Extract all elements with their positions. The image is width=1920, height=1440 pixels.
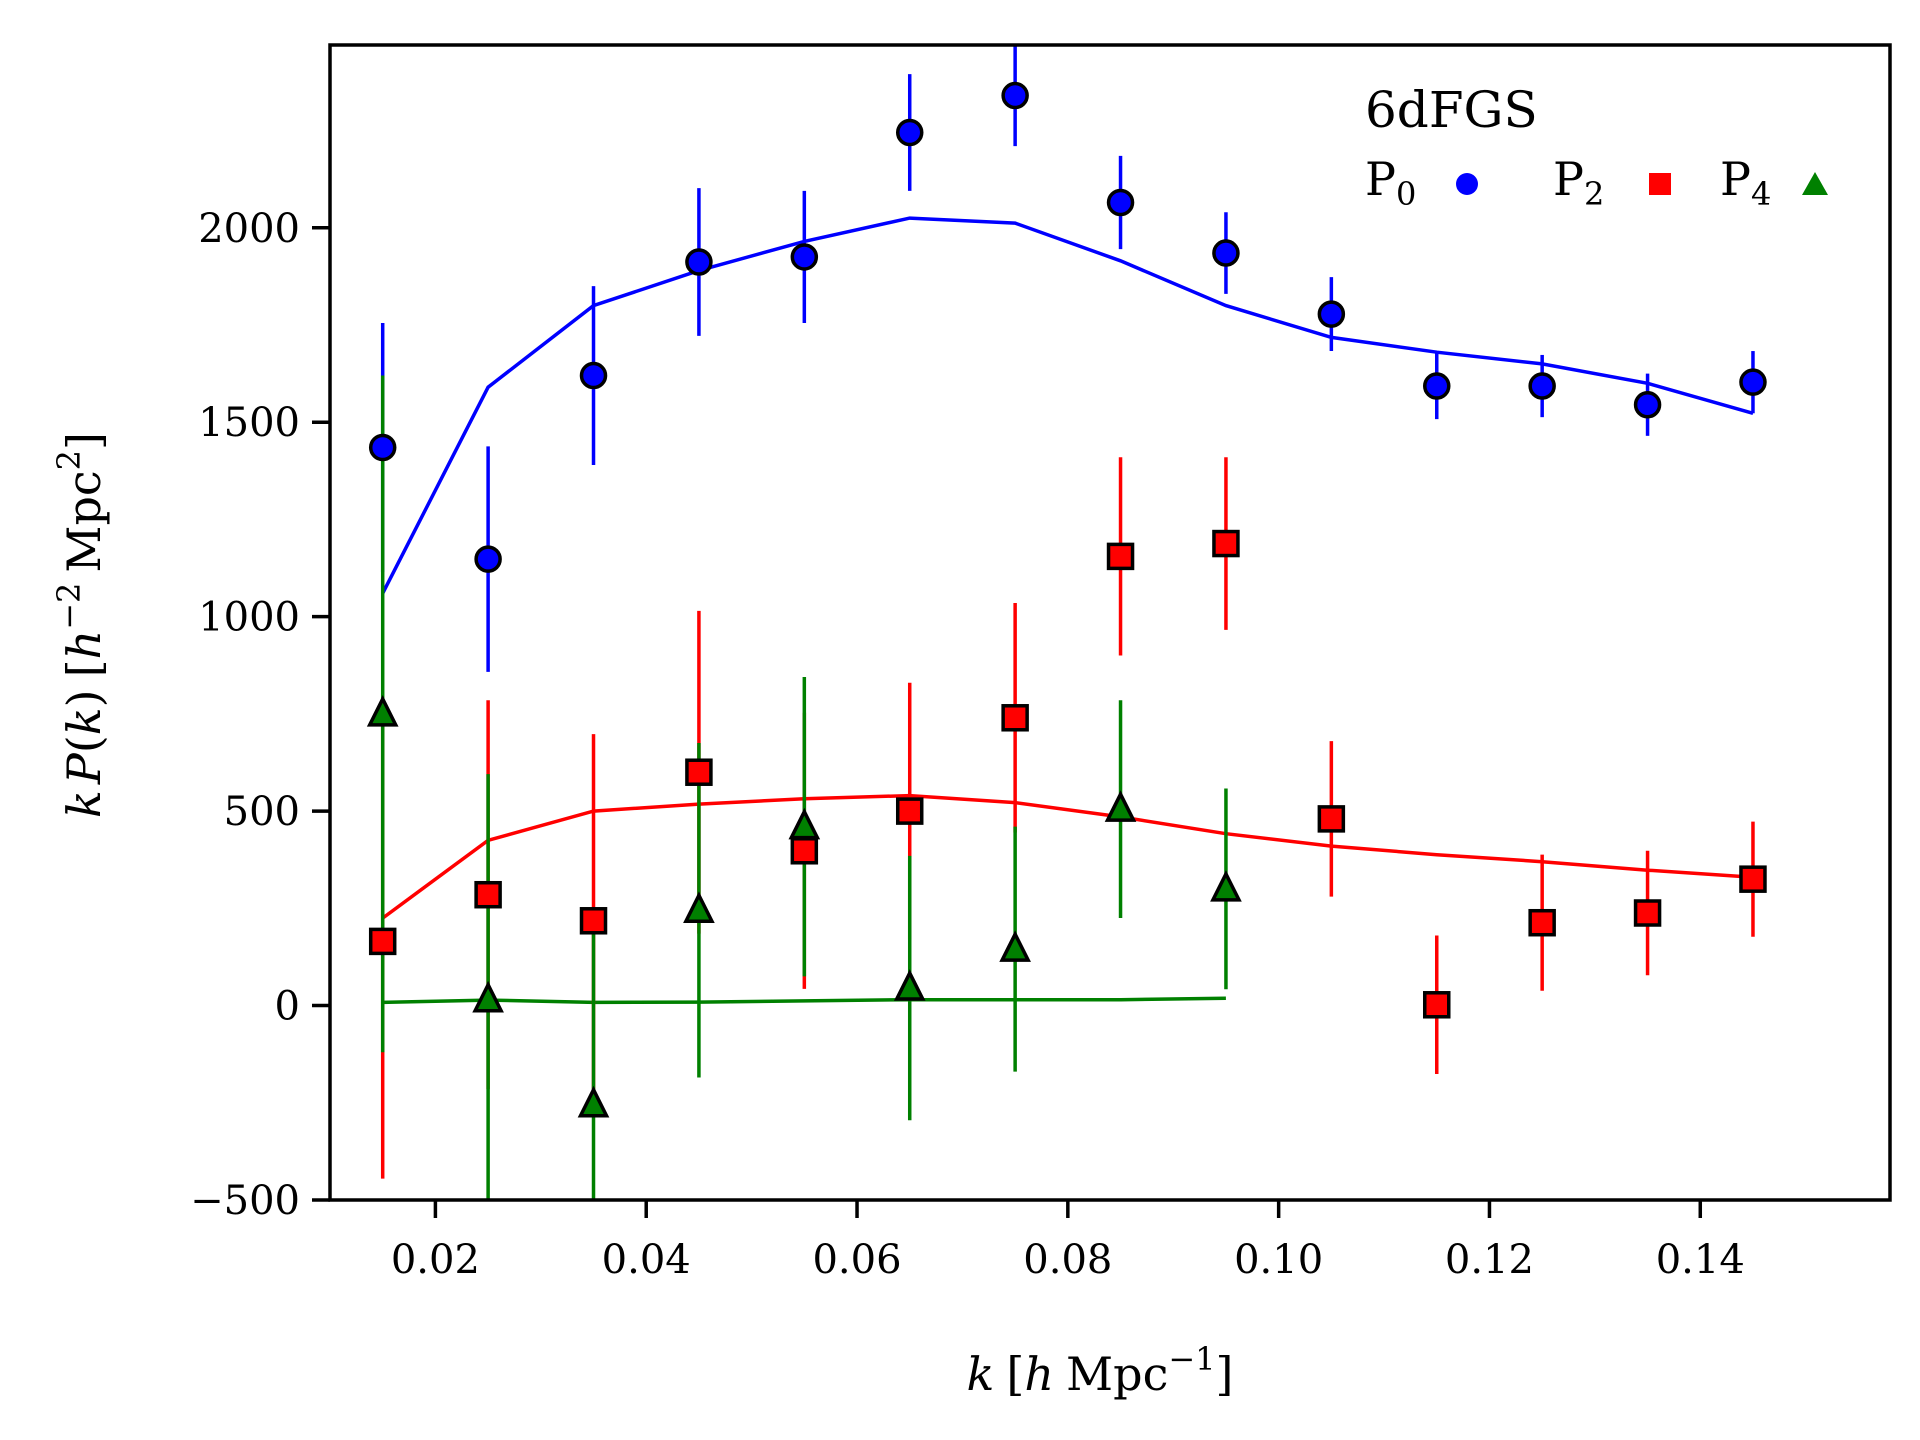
data-point-p0-4 — [790, 243, 819, 271]
data-point-p4-5 — [893, 969, 926, 1001]
data-point-p2-1 — [474, 880, 502, 909]
data-point-p0-5 — [895, 118, 924, 147]
data-point-p4-1 — [472, 980, 504, 1013]
model-line-p4 — [382, 996, 1226, 1005]
data-point-p2-6 — [1001, 704, 1029, 732]
data-point-p4-2 — [577, 1085, 610, 1118]
data-point-p4-4 — [788, 807, 821, 840]
y-label-k-inner: k — [57, 707, 111, 735]
data-point-p2-5 — [895, 797, 924, 825]
data-point-p2-8 — [1212, 529, 1240, 558]
x-label-k: k — [967, 1347, 995, 1401]
legend-label-p2: P2 — [1553, 152, 1604, 213]
data-point-p4-7 — [1104, 790, 1137, 822]
y-label-open-bracket: [ — [57, 659, 111, 677]
x-tick-label-5: 0.12 — [1445, 1237, 1534, 1283]
y-label-h: h — [57, 630, 111, 660]
legend-label-p2-main: P — [1553, 152, 1584, 206]
x-label-exponent: −1 — [1168, 1340, 1215, 1378]
data-point-p2-0 — [368, 927, 397, 956]
data-point-p4-3 — [683, 891, 715, 924]
y-label-unit-exponent: 2 — [50, 450, 88, 470]
model-line-p0 — [381, 216, 1754, 595]
legend-marker-triangle — [1802, 172, 1828, 195]
model-lines — [381, 216, 1754, 1005]
data-point-p0-12 — [1633, 390, 1662, 419]
legend-title: 6dFGS — [1365, 81, 1538, 139]
data-point-p2-11 — [1528, 908, 1556, 937]
y-label-P: P — [57, 752, 111, 785]
data-point-p0-9 — [1317, 300, 1346, 328]
x-tick-label-3: 0.08 — [1023, 1237, 1112, 1283]
legend-label-p0: P0 — [1365, 152, 1416, 213]
data-point-p0-10 — [1423, 372, 1451, 400]
data-point-p0-6 — [1001, 81, 1029, 110]
data-point-p2-4 — [790, 837, 819, 865]
data-point-p2-12 — [1633, 899, 1662, 927]
legend-marker-circle — [1456, 173, 1478, 195]
x-tick-label-6: 0.14 — [1656, 1237, 1745, 1283]
x-tick-label-1: 0.04 — [602, 1237, 691, 1283]
x-tick-label-4: 0.10 — [1234, 1237, 1323, 1283]
plot-frame — [328, 43, 1892, 1202]
data-point-p2-7 — [1106, 542, 1135, 571]
data-point-p0-7 — [1106, 188, 1135, 217]
legend-label-p4: P4 — [1720, 152, 1771, 213]
legend-label-p4-subscript: 4 — [1751, 175, 1771, 213]
x-label-open-bracket: [ — [1006, 1347, 1024, 1401]
x-axis-ticks: 0.02 0.04 0.06 0.08 0.10 0.12 0.14 — [391, 1200, 1745, 1283]
data-point-p0-8 — [1212, 239, 1240, 267]
data-point-p4-8 — [1210, 869, 1242, 902]
y-tick-label-0: −500 — [190, 1178, 300, 1224]
y-tick-label-5: 2000 — [198, 206, 300, 252]
x-tick-label-0: 0.02 — [391, 1237, 480, 1283]
y-label-paren-close: ) — [57, 689, 111, 707]
data-point-p0-11 — [1528, 372, 1556, 400]
y-label-unit: Mpc — [57, 470, 111, 572]
data-point-p4-6 — [999, 930, 1031, 962]
x-label-close-bracket: ] — [1216, 1347, 1234, 1401]
legend-label-p2-subscript: 2 — [1584, 175, 1604, 213]
y-label-close-bracket: ] — [57, 432, 111, 450]
data-point-p0-0 — [368, 433, 397, 462]
data-point-p2-10 — [1423, 991, 1451, 1019]
x-axis-label: k [h Mpc−1] — [967, 1340, 1234, 1401]
y-tick-label-2: 500 — [224, 789, 300, 835]
y-tick-label-4: 1500 — [198, 400, 300, 446]
legend-label-p0-subscript: 0 — [1396, 175, 1416, 213]
model-line-p2 — [381, 793, 1754, 920]
y-tick-label-1: 0 — [275, 984, 300, 1030]
data-point-p4-0 — [366, 694, 399, 727]
data-point-p2-13 — [1739, 865, 1767, 893]
y-axis-label: kP(k)[h−2Mpc2] — [50, 432, 111, 818]
x-tick-label-2: 0.06 — [812, 1237, 901, 1283]
y-label-h-exponent: −2 — [50, 583, 88, 630]
data-point-p2-3 — [685, 758, 713, 786]
data-point-p2-2 — [579, 907, 608, 935]
x-label-unit: Mpc — [1066, 1347, 1168, 1401]
data-point-p2-9 — [1317, 805, 1346, 833]
legend: 6dFGS P0 P2 P4 — [1365, 81, 1828, 213]
data-point-p0-13 — [1739, 368, 1767, 396]
legend-marker-square — [1649, 173, 1671, 195]
legend-label-p4-main: P — [1720, 152, 1751, 206]
y-axis-ticks: −500 0 500 1000 1500 2000 — [190, 206, 330, 1224]
y-label-k: k — [57, 790, 111, 818]
data-point-p0-2 — [579, 361, 608, 390]
y-label-paren-open: ( — [57, 735, 111, 753]
markers — [366, 81, 1767, 1118]
data-point-p0-1 — [474, 545, 502, 573]
legend-label-p0-main: P — [1365, 152, 1396, 206]
data-point-p0-3 — [685, 248, 713, 276]
x-label-h: h — [1024, 1347, 1054, 1401]
y-tick-label-3: 1000 — [198, 595, 300, 641]
